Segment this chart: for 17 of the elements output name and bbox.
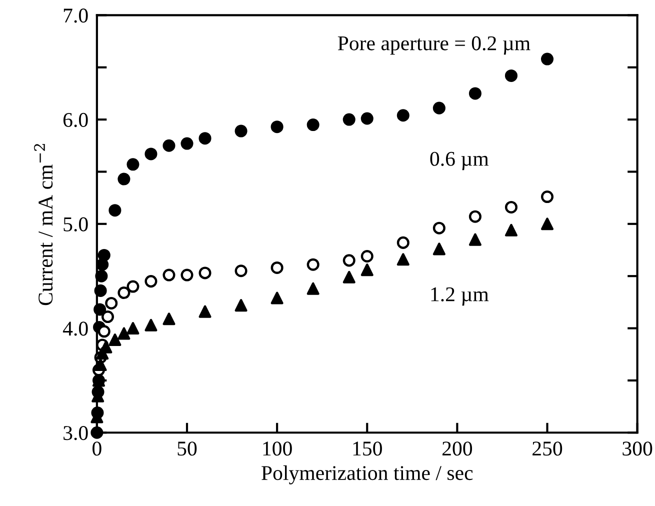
series-label: Pore aperture = 0.2 µm	[338, 36, 530, 55]
x-tick-label: 100	[263, 442, 292, 456]
x-tick-label: 50	[178, 442, 197, 456]
series-label: 0.6 µm	[430, 152, 489, 170]
y-tick-label: 5.0	[64, 217, 88, 232]
x-tick-label: 200	[442, 442, 472, 456]
x-tick-label: 250	[532, 442, 562, 456]
x-tick-label: 0	[92, 442, 102, 456]
y-tick-label: 3.0	[64, 426, 88, 440]
x-tick-label: 300	[622, 442, 652, 456]
x-tick-label: 150	[353, 442, 382, 456]
series-label: 1.2 µm	[431, 287, 489, 306]
y-tick-label: 6.0	[63, 112, 88, 128]
y-tick-label: 7.0	[64, 8, 88, 23]
x-axis-title: Polymerization time / sec	[262, 465, 473, 484]
y-tick-label: 4.0	[62, 322, 88, 336]
y-axis-title: Current / mA cm$^{−2}$	[34, 144, 53, 306]
